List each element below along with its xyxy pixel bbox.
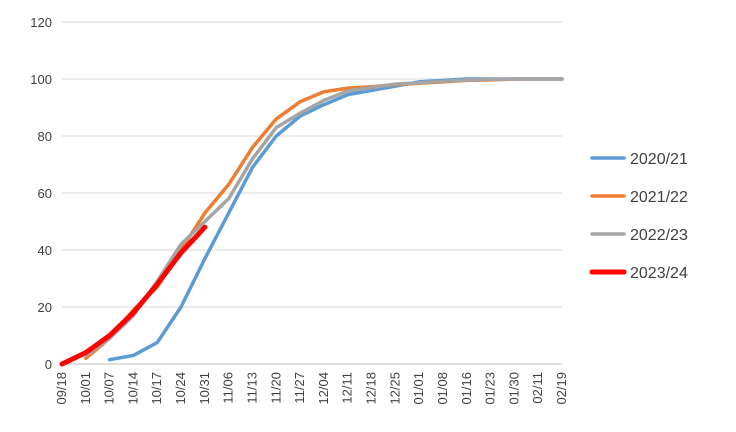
x-tick-label: 11/13 — [244, 372, 259, 404]
x-tick-label: 12/04 — [316, 372, 331, 405]
x-tick-label: 10/07 — [102, 372, 117, 405]
x-tick-label: 10/24 — [173, 372, 188, 405]
legend-label: 2023/24 — [630, 265, 688, 282]
x-axis-ticks: 09/18 10/01 10/07 10/14 10/17 10/24 10/31 11/06… — [54, 372, 569, 405]
y-tick-label: 20 — [38, 300, 52, 315]
x-tick-label: 12/25 — [387, 372, 402, 405]
x-tick-label: 10/01 — [78, 372, 93, 405]
x-tick-label: 09/18 — [54, 372, 69, 405]
x-tick-label: 10/17 — [149, 372, 164, 405]
legend-label: 2022/23 — [630, 227, 688, 244]
series-line-2020-21 — [107, 77, 564, 362]
x-tick-label: 01/01 — [411, 372, 426, 405]
y-tick-label: 0 — [45, 357, 52, 372]
y-axis-ticks: 0 20 40 60 80 100 120 — [30, 15, 52, 372]
y-tick-label: 60 — [38, 186, 52, 201]
x-tick-label: 02/11 — [530, 372, 545, 404]
y-tick-label: 40 — [38, 243, 52, 258]
series-lines — [59, 77, 564, 367]
series-line-2023-24 — [59, 224, 208, 367]
x-tick-label: 10/31 — [197, 372, 212, 405]
x-tick-label: 10/14 — [125, 372, 140, 405]
x-tick-label: 01/23 — [483, 372, 498, 405]
x-tick-label: 12/18 — [364, 372, 379, 405]
x-tick-label: 12/11 — [340, 372, 355, 404]
x-tick-label: 01/16 — [459, 372, 474, 405]
x-tick-label: 01/08 — [435, 372, 450, 405]
series-line-2022-23 — [84, 77, 564, 358]
x-tick-label: 02/19 — [554, 372, 569, 405]
series-line-2021-22 — [84, 77, 564, 361]
legend-label: 2020/21 — [630, 151, 688, 168]
legend-label: 2021/22 — [630, 189, 688, 206]
legend: 2020/21 2021/22 2022/23 2023/24 — [589, 151, 688, 282]
x-tick-label: 11/27 — [292, 372, 307, 404]
gridlines — [62, 21, 562, 365]
y-tick-label: 100 — [30, 72, 52, 87]
x-tick-label: 11/20 — [268, 372, 283, 404]
x-tick-label: 11/06 — [221, 372, 236, 404]
y-tick-label: 120 — [30, 15, 52, 30]
x-tick-label: 01/30 — [506, 372, 521, 405]
y-tick-label: 80 — [38, 129, 52, 144]
